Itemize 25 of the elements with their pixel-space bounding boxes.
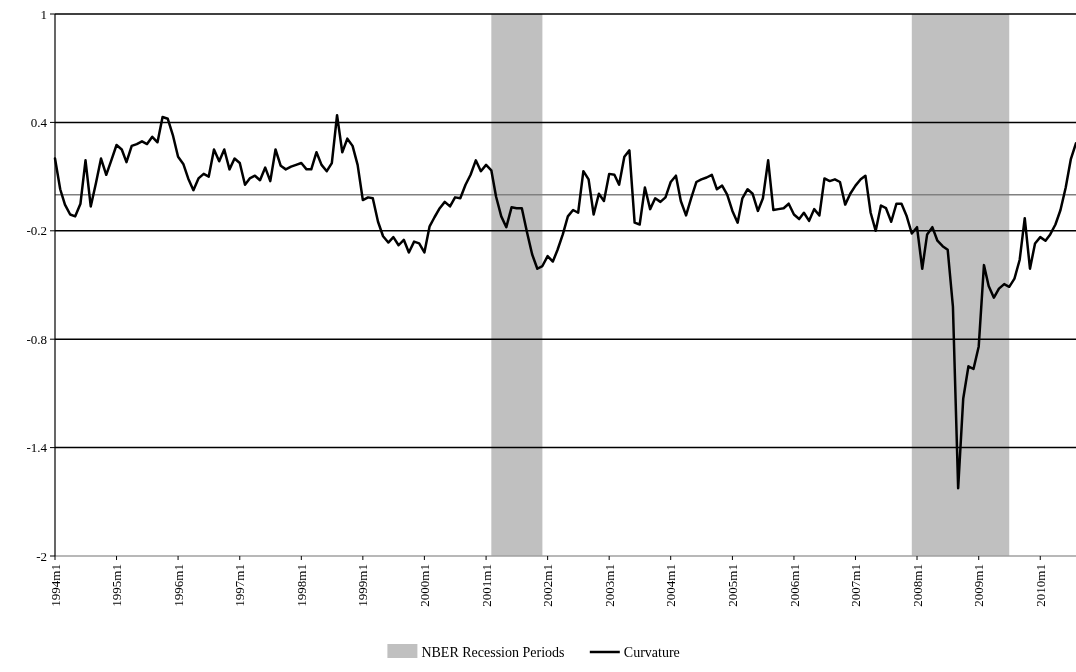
- x-tick-label: 1996m1: [170, 564, 186, 607]
- x-tick-label: 2003m1: [601, 564, 617, 607]
- x-tick-label: 1997m1: [232, 564, 248, 607]
- y-tick-label: 1: [40, 6, 47, 22]
- x-tick-label: 1994m1: [47, 564, 63, 607]
- x-tick-label: 2005m1: [724, 564, 740, 607]
- x-tick-label: 2009m1: [971, 564, 987, 607]
- x-tick-label: 2008m1: [909, 564, 925, 607]
- y-tick-label: -2: [36, 548, 47, 564]
- x-tick-label: 1995m1: [109, 564, 125, 607]
- x-tick-label: 2006m1: [786, 564, 802, 607]
- y-tick-label: -0.2: [26, 223, 47, 239]
- legend-label: Curvature: [623, 644, 680, 660]
- y-tick-label: 0.4: [30, 114, 48, 130]
- x-tick-label: 2004m1: [663, 564, 679, 607]
- x-tick-label: 1998m1: [293, 564, 309, 607]
- x-tick-label: 2002m1: [540, 564, 556, 607]
- x-tick-label: 2010m1: [1032, 564, 1048, 607]
- legend-label: NBER Recession Periods: [421, 644, 565, 660]
- x-tick-label: 1999m1: [355, 564, 371, 607]
- x-tick-label: 2007m1: [848, 564, 864, 607]
- x-tick-label: 2000m1: [416, 564, 432, 607]
- y-tick-label: -0.8: [26, 331, 47, 347]
- y-tick-label: -1.4: [26, 440, 48, 456]
- x-tick-label: 2001m1: [478, 564, 494, 607]
